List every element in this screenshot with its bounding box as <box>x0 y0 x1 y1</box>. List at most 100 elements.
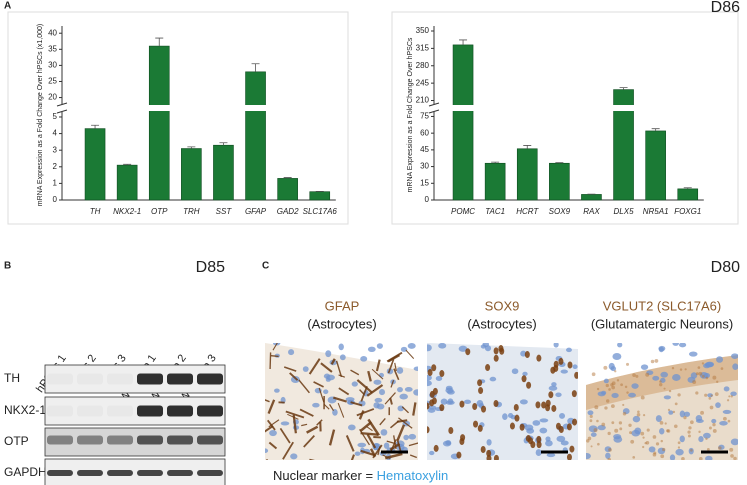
puncta <box>666 429 670 433</box>
positive-nucleus <box>427 402 430 410</box>
positive-nucleus <box>548 391 554 399</box>
puncta <box>620 383 623 387</box>
puncta <box>593 428 598 433</box>
astro-process <box>272 343 278 351</box>
puncta <box>610 383 614 387</box>
puncta <box>709 426 712 430</box>
positive-nucleus <box>558 357 564 365</box>
axis-break <box>56 102 68 114</box>
puncta <box>629 431 633 435</box>
nucleus <box>325 350 332 358</box>
nucleus <box>663 395 672 400</box>
x-tick-label: DLX5 <box>614 207 635 216</box>
nucleus <box>586 452 591 460</box>
puncta <box>608 388 611 391</box>
nucleus <box>703 432 711 439</box>
nucleus <box>669 454 676 460</box>
blot-band <box>107 470 133 476</box>
puncta <box>642 414 646 417</box>
nucleus <box>489 376 497 382</box>
puncta <box>700 410 704 415</box>
y-tick-label: 0 <box>53 195 58 204</box>
astro-process <box>356 408 375 417</box>
positive-nucleus <box>456 451 462 459</box>
row-label: GAPDH <box>4 465 47 479</box>
puncta <box>589 414 593 419</box>
astro-process <box>320 362 333 373</box>
puncta <box>727 419 731 423</box>
puncta <box>614 370 617 373</box>
nucleus <box>731 353 738 360</box>
error-bar <box>219 142 228 146</box>
y-tick-label: 40 <box>48 28 57 37</box>
error-bar <box>123 163 132 166</box>
puncta <box>677 441 681 445</box>
puncta <box>626 391 629 394</box>
positive-nucleus <box>448 426 454 434</box>
puncta <box>673 424 678 429</box>
nucleus <box>397 386 403 393</box>
nucleus <box>373 379 382 385</box>
y-tick-label: 1 <box>53 179 58 188</box>
puncta <box>667 408 671 411</box>
astro-process <box>412 402 417 416</box>
astro-process <box>372 444 383 459</box>
bar <box>181 148 202 201</box>
puncta <box>706 447 710 451</box>
nucleus <box>658 346 664 353</box>
puncta <box>708 397 712 400</box>
nucleus <box>463 399 472 405</box>
puncta <box>663 387 666 390</box>
astro-process <box>338 387 350 396</box>
puncta <box>611 385 615 390</box>
y-tick-label: 20 <box>48 93 57 102</box>
astro-process <box>366 433 377 449</box>
puncta <box>690 449 693 452</box>
nucleus <box>679 410 686 418</box>
astro-process <box>356 379 373 394</box>
nucleus <box>539 418 549 423</box>
puncta <box>607 431 611 436</box>
axis-break <box>56 105 336 111</box>
image-subtitle: (Glutamatergic Neurons) <box>591 316 733 331</box>
nucleus <box>522 371 528 377</box>
nucleus <box>640 364 649 370</box>
stage-label: D80 <box>711 259 740 276</box>
nucleus <box>323 389 329 395</box>
puncta <box>681 456 685 460</box>
astro-process <box>298 379 310 394</box>
y-tick-label: 25 <box>48 77 57 86</box>
puncta <box>632 373 636 377</box>
puncta <box>698 430 701 434</box>
error-bar <box>91 124 100 129</box>
nucleus <box>678 343 687 348</box>
nucleus <box>429 450 435 456</box>
puncta <box>640 431 645 436</box>
blot-band <box>167 373 193 385</box>
nucleus <box>660 371 669 378</box>
panel-frame <box>391 11 739 225</box>
astro-process <box>309 458 315 460</box>
astro-process <box>359 421 373 432</box>
puncta <box>611 421 615 425</box>
bar <box>84 128 106 201</box>
astro-process <box>285 410 305 419</box>
puncta <box>645 440 650 445</box>
positive-nucleus <box>460 434 466 442</box>
x-tick-label: RAX <box>583 207 600 216</box>
astro-process <box>303 435 315 448</box>
astro-process <box>396 424 406 441</box>
puncta <box>654 359 659 363</box>
blot-band <box>197 373 223 385</box>
error-bar <box>523 145 532 149</box>
astro-process <box>375 359 381 372</box>
y-tick-label: 4 <box>53 129 58 138</box>
nucleus <box>556 435 566 442</box>
puncta <box>679 368 683 371</box>
nucleus <box>711 418 717 424</box>
bar <box>148 45 170 201</box>
puncta <box>730 454 734 458</box>
nucleus <box>688 351 698 357</box>
nucleus <box>396 367 404 374</box>
error-bar <box>459 39 468 45</box>
